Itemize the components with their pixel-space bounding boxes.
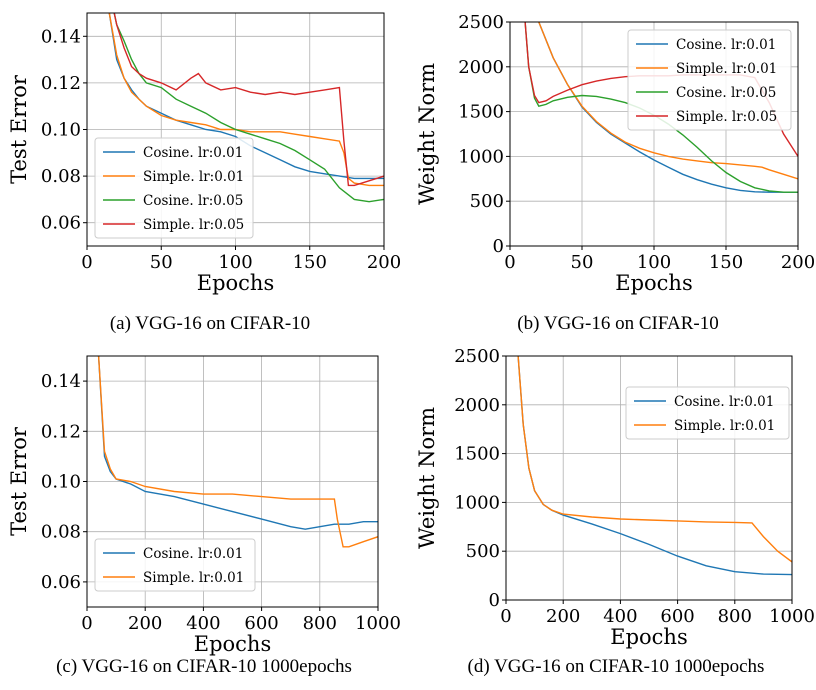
legend-label: Cosine. lr:0.05 xyxy=(676,85,776,101)
x-tick-label: 50 xyxy=(150,252,173,273)
legend-label: Cosine. lr:0.01 xyxy=(143,145,243,161)
x-axis-label: Epochs xyxy=(194,632,271,656)
x-tick-label: 100 xyxy=(637,252,671,273)
x-tick-label: 150 xyxy=(293,252,327,273)
x-axis-label: Epochs xyxy=(615,271,692,295)
series-line-2 xyxy=(97,356,378,548)
legend: Cosine. lr:0.01 Simple. lr:0.01 Cosine. lr… xyxy=(627,29,792,131)
legend-label: Simple. lr:0.05 xyxy=(143,217,244,233)
legend-box xyxy=(627,29,792,131)
chart-caption: (d) VGG-16 on CIFAR-10 1000epochs xyxy=(468,656,765,677)
x-tick-label: 800 xyxy=(718,606,752,627)
series-line-4 xyxy=(113,13,384,187)
series-line-2 xyxy=(108,13,384,187)
y-tick-label: 2500 xyxy=(454,346,500,367)
y-tick-label: 2500 xyxy=(458,12,504,33)
x-tick-label: 1000 xyxy=(355,613,401,634)
series-line-2 xyxy=(517,356,792,563)
y-tick-label: 0.08 xyxy=(41,522,81,543)
y-tick-label: 0 xyxy=(493,236,504,257)
legend-label: Cosine. lr:0.01 xyxy=(674,394,774,410)
legend-label: Simple. lr:0.01 xyxy=(143,570,244,586)
chart-caption: (b) VGG-16 on CIFAR-10 xyxy=(517,313,718,334)
x-tick-label: 200 xyxy=(128,613,162,634)
x-tick-label: 0 xyxy=(504,252,515,273)
x-tick-label: 400 xyxy=(603,606,637,627)
x-tick-label: 400 xyxy=(186,613,220,634)
chart-caption: (c) VGG-16 on CIFAR-10 1000epochs xyxy=(56,656,352,677)
y-tick-label: 0.14 xyxy=(41,26,81,47)
chart-a-svg: 0 50 100 150 200 0.06 0.08 0.10 0.12 0.14 Epochs Te… xyxy=(7,12,401,334)
legend-label: Simple. lr:0.01 xyxy=(674,418,775,434)
x-tick-label: 0 xyxy=(500,606,511,627)
y-tick-label: 1500 xyxy=(458,102,504,123)
y-axis-label: Weight Norm xyxy=(415,407,439,549)
x-tick-label: 600 xyxy=(244,613,278,634)
y-tick-label: 1000 xyxy=(458,146,504,167)
x-axis-label: Epochs xyxy=(197,271,274,295)
x-tick-label: 1000 xyxy=(769,606,815,627)
y-tick-label: 0.06 xyxy=(41,572,81,593)
x-tick-label: 200 xyxy=(546,606,580,627)
y-axis-label: Test Error xyxy=(7,74,31,184)
y-axis-label: Weight Norm xyxy=(415,63,439,205)
chart-c-svg: 0 200 400 600 800 1000 0.06 0.08 0.10 0.12 0.14 Epo… xyxy=(7,355,401,677)
series-line-1 xyxy=(97,356,378,530)
x-tick-label: 150 xyxy=(709,252,743,273)
series-line-2 xyxy=(538,22,798,180)
chart-caption: (a) VGG-16 on CIFAR-10 xyxy=(110,313,310,334)
chart-panel-b: 0 50 100 150 200 0 500 1000 1500 2000 2500 Epochs We… xyxy=(408,0,816,343)
axes-frame xyxy=(505,355,793,601)
legend-label: Simple. lr:0.05 xyxy=(676,109,777,125)
legend-label: Cosine. lr:0.05 xyxy=(143,193,243,209)
x-tick-label: 800 xyxy=(303,613,337,634)
legend-box xyxy=(625,386,790,440)
y-tick-label: 0.08 xyxy=(41,166,81,187)
chart-panel-d: 0 200 400 600 800 1000 0 500 1000 1500 2000 2500 Epo… xyxy=(408,343,816,686)
legend-box xyxy=(94,538,256,592)
y-tick-label: 0.14 xyxy=(41,371,81,392)
y-tick-label: 0.10 xyxy=(41,120,81,141)
y-tick-label: 0 xyxy=(489,590,500,611)
series-line-3 xyxy=(113,13,384,203)
legend-label: Simple. lr:0.01 xyxy=(143,169,244,185)
x-tick-label: 200 xyxy=(367,252,401,273)
y-tick-label: 0.10 xyxy=(41,472,81,493)
y-tick-label: 1500 xyxy=(454,444,500,465)
x-tick-label: 200 xyxy=(781,252,815,273)
y-tick-label: 2000 xyxy=(458,57,504,78)
chart-panel-a: 0 50 100 150 200 0.06 0.08 0.10 0.12 0.14 Epochs Te… xyxy=(0,0,408,343)
chart-d-svg: 0 200 400 600 800 1000 0 500 1000 1500 2000 2500 Epo… xyxy=(415,346,815,677)
x-tick-label: 0 xyxy=(81,252,92,273)
x-tick-label: 600 xyxy=(660,606,694,627)
legend: Cosine. lr:0.01 Simple. lr:0.01 xyxy=(94,538,256,592)
series-line-1 xyxy=(517,356,792,576)
y-tick-label: 0.12 xyxy=(41,73,81,94)
x-tick-label: 50 xyxy=(571,252,594,273)
legend-label: Simple. lr:0.01 xyxy=(676,61,777,77)
y-tick-label: 0.06 xyxy=(41,213,81,234)
y-tick-label: 1000 xyxy=(454,492,500,513)
legend-box xyxy=(94,137,254,239)
y-tick-label: 500 xyxy=(470,191,504,212)
legend: Cosine. lr:0.01 Simple. lr:0.01 xyxy=(625,386,790,440)
y-tick-label: 2000 xyxy=(454,395,500,416)
chart-panel-c: 0 200 400 600 800 1000 0.06 0.08 0.10 0.12 0.14 Epo… xyxy=(0,343,408,686)
y-tick-label: 0.12 xyxy=(41,421,81,442)
x-tick-label: 100 xyxy=(218,252,252,273)
y-axis-label: Test Error xyxy=(7,426,31,536)
x-tick-label: 0 xyxy=(81,613,92,634)
legend: Cosine. lr:0.01 Simple. lr:0.01 Cosine. lr… xyxy=(94,137,254,239)
x-axis-label: Epochs xyxy=(610,625,687,649)
legend-label: Cosine. lr:0.01 xyxy=(676,37,776,53)
chart-b-svg: 0 50 100 150 20005001000150020002500EpochsWe… xyxy=(415,12,815,334)
y-tick-label: 500 xyxy=(466,541,500,562)
legend-label: Cosine. lr:0.01 xyxy=(143,546,243,562)
